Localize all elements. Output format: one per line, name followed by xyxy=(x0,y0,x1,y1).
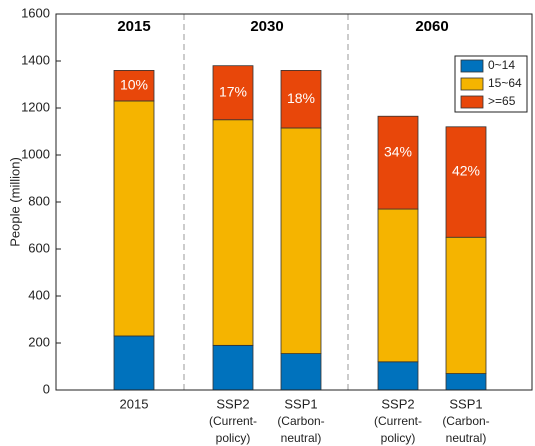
legend-swatch xyxy=(460,95,484,109)
y-tick-label: 200 xyxy=(28,334,50,349)
bar-segment xyxy=(212,344,254,391)
share-label: 34% xyxy=(384,143,412,159)
bar-segment xyxy=(212,119,254,346)
bar-segment xyxy=(113,100,155,337)
bar-segment xyxy=(280,353,322,391)
x-tick-label: (Carbon- xyxy=(277,414,324,428)
legend-swatch xyxy=(460,77,484,91)
x-tick-label: (Current- xyxy=(209,414,257,428)
bar-segment xyxy=(445,126,487,238)
legend-label: >=65 xyxy=(488,94,516,108)
y-axis-label: People (million) xyxy=(7,157,22,247)
x-tick-label: policy) xyxy=(381,431,416,445)
bar-segment xyxy=(280,70,322,129)
x-tick-label: 2015 xyxy=(120,396,149,411)
y-tick-label: 1400 xyxy=(21,52,50,67)
x-tick-label: SSP1 xyxy=(449,396,482,411)
group-label: 2015 xyxy=(117,18,150,35)
x-tick-label: SSP2 xyxy=(381,396,414,411)
bar-segment xyxy=(212,65,254,121)
axes-frame xyxy=(55,13,533,391)
share-label: 18% xyxy=(287,90,315,106)
bar-segment xyxy=(280,127,322,354)
y-tick-label: 1600 xyxy=(21,5,50,20)
x-tick-label: SSP1 xyxy=(284,396,317,411)
bar-segment xyxy=(445,236,487,374)
x-tick-label: neutral) xyxy=(281,431,322,445)
legend-label: 15~64 xyxy=(488,76,522,90)
bar-segment xyxy=(113,335,155,391)
y-tick-label: 1000 xyxy=(21,146,50,161)
x-tick-label: policy) xyxy=(216,431,251,445)
x-tick-label: neutral) xyxy=(446,431,487,445)
y-tick-label: 1200 xyxy=(21,99,50,114)
bar-segment xyxy=(377,361,419,391)
y-tick-label: 800 xyxy=(28,193,50,208)
group-label: 2030 xyxy=(250,18,283,35)
bar-segment xyxy=(113,70,155,102)
bar-segment xyxy=(377,115,419,210)
bar-segment xyxy=(377,208,419,363)
share-label: 10% xyxy=(120,76,148,92)
x-tick-label: SSP2 xyxy=(216,396,249,411)
legend-label: 0~14 xyxy=(488,58,515,72)
x-tick-label: (Current- xyxy=(374,414,422,428)
x-tick-label: (Carbon- xyxy=(442,414,489,428)
share-label: 17% xyxy=(219,83,247,99)
y-tick-label: 600 xyxy=(28,240,50,255)
y-tick-label: 400 xyxy=(28,287,50,302)
group-label: 2060 xyxy=(415,18,448,35)
legend-swatch xyxy=(460,59,484,73)
bar-segment xyxy=(445,373,487,391)
y-tick-label: 0 xyxy=(43,381,50,396)
share-label: 42% xyxy=(452,163,480,179)
